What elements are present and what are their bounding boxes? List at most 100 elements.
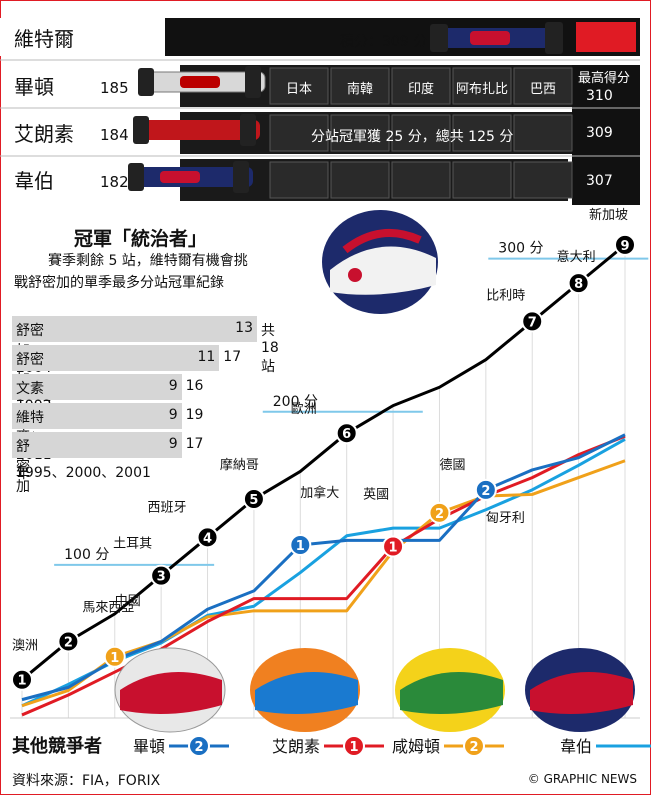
- win-marker-label: 6: [342, 427, 351, 442]
- win-marker-label: 4: [203, 531, 212, 546]
- win-marker-circle: [103, 645, 126, 668]
- win-marker-circle: [57, 630, 80, 653]
- win-marker: 2: [428, 501, 451, 524]
- race-label: 加拿大: [300, 485, 339, 501]
- race-slot: [452, 114, 512, 152]
- max-points-label: 最高得分: [578, 70, 630, 86]
- legend-marker: [463, 735, 485, 757]
- race-label: 歐洲: [291, 402, 317, 417]
- record-races: 17: [223, 349, 242, 365]
- win-marker-circle: [242, 488, 265, 511]
- total-webber: 307: [586, 173, 613, 189]
- legend-marker: [188, 735, 210, 757]
- race-label: 澳洲: [12, 638, 38, 654]
- legend-item: 咸姆頓 2: [392, 735, 504, 757]
- driver-name-vettel: 維特爾: [14, 27, 74, 51]
- race-label: 土耳其: [113, 537, 152, 552]
- webber-helmet-icon: [525, 648, 635, 732]
- race-slot: [391, 114, 451, 152]
- win-marker-label: 1: [17, 674, 26, 689]
- win-marker: 2: [474, 478, 497, 501]
- race-slot: [330, 161, 390, 199]
- record-wins: 9: [168, 436, 178, 452]
- legend-wins: 2: [469, 740, 478, 755]
- remaining-race-label: 南韓: [347, 81, 373, 97]
- legend-heading: 其他競爭者: [12, 735, 102, 757]
- win-marker: 1: [289, 533, 312, 556]
- record-bar: [12, 374, 182, 400]
- car-button-icon: [138, 66, 266, 98]
- legend-item: 韋伯: [560, 737, 651, 756]
- reference-lines: 100 分 200 分 300 分: [54, 241, 649, 566]
- records-note: 1995、2000、2001: [16, 465, 151, 481]
- race-slot: [391, 67, 451, 105]
- win-marker-circle: [474, 478, 497, 501]
- reference-label: 300 分: [498, 241, 543, 257]
- race-slot: [269, 114, 329, 152]
- credit-text: © GRAPHIC NEWS: [527, 772, 637, 786]
- legend-item: 畢頓 2: [133, 735, 229, 757]
- standings-panel: 維特爾 畢頓 艾朗素 韋伯 185 184 182 積分：309 分 分站冠軍獲…: [0, 18, 640, 205]
- win-marker-label: 1: [110, 651, 119, 666]
- total-alonso: 309: [586, 125, 613, 141]
- legend-name: 咸姆頓: [392, 737, 440, 756]
- race-slot: [452, 161, 512, 199]
- record-races: 17: [185, 436, 204, 452]
- record-bar: [12, 316, 257, 342]
- legend-marker: [343, 735, 365, 757]
- driver-name-webber: 韋伯: [14, 169, 54, 193]
- alonso-helmet-icon: [250, 648, 360, 732]
- win-marker: 3: [150, 564, 173, 587]
- win-marker-circle: [150, 564, 173, 587]
- win-marker: 7: [521, 310, 544, 333]
- max-points-block: [576, 22, 636, 52]
- win-marker-label: 3: [157, 570, 166, 585]
- race-label: 匈牙利: [486, 511, 525, 526]
- race-label: 馬來西亞: [82, 600, 134, 615]
- win-marker: 4: [196, 526, 219, 549]
- win-marker: 2: [57, 630, 80, 653]
- win-marker: 6: [335, 422, 358, 445]
- race-slot: [391, 161, 451, 199]
- race-label: 意大利: [557, 249, 596, 265]
- win-marker-label: 8: [574, 277, 583, 292]
- win-marker-label: 2: [481, 484, 490, 499]
- race-slot: [513, 67, 573, 105]
- legend-name: 韋伯: [560, 737, 592, 756]
- race-label: 中國: [115, 594, 141, 609]
- race-slot: [513, 161, 573, 199]
- driver-name-alonso: 艾朗素: [14, 122, 74, 146]
- hamilton-helmet-icon: [395, 648, 505, 732]
- race-label: 比利時: [486, 288, 525, 303]
- race-label: 英國: [363, 488, 389, 503]
- race-columns: [269, 67, 573, 199]
- legend: 其他競爭者 畢頓 2 艾朗素 1 咸姆頓 2 韋伯: [12, 735, 651, 757]
- points-button: 185: [100, 79, 129, 97]
- win-markers: 1 2 3 4 5 6 7 8 9 1 2 1 2 1: [11, 233, 636, 691]
- win-marker-label: 2: [435, 507, 444, 522]
- record-wins: 13: [235, 320, 253, 336]
- record-races: 共18站: [261, 323, 279, 375]
- win-marker-circle: [521, 310, 544, 333]
- race-slot: [330, 114, 390, 152]
- win-marker: 1: [103, 645, 126, 668]
- race-slot: [452, 67, 512, 105]
- reference-label: 200 分: [273, 394, 318, 410]
- win-marker-label: 1: [389, 541, 398, 556]
- vettel-points-label: 積分：309 分: [340, 34, 427, 50]
- driver-name-button: 畢頓: [14, 75, 54, 99]
- totals-column: [572, 65, 640, 205]
- vettel-helmet-icon: [322, 210, 438, 314]
- win-marker-circle: [614, 233, 636, 256]
- race-slot: [330, 67, 390, 105]
- win-marker: 1: [382, 535, 405, 558]
- race-label: 新加坡: [589, 207, 628, 223]
- record-wins: 9: [168, 407, 178, 423]
- points-alonso: 184: [100, 126, 129, 144]
- reference-label: 100 分: [64, 547, 109, 563]
- chart-title: 冠軍「統治者」: [74, 228, 208, 250]
- win-marker-circle: [11, 668, 33, 691]
- remaining-race-label: 印度: [408, 81, 434, 97]
